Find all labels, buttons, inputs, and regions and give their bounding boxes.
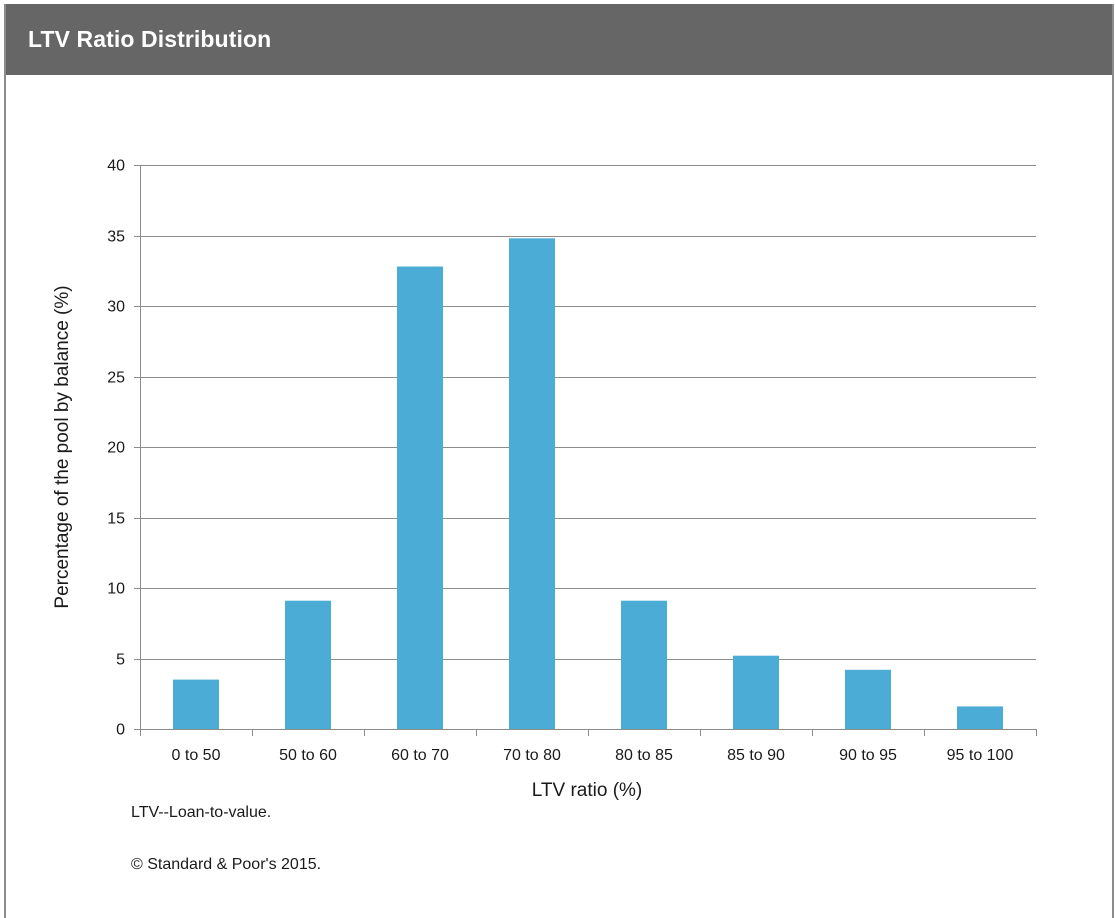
chart-panel: LTV Ratio Distribution: [4, 4, 1114, 918]
copyright-notice: © Standard & Poor's 2015.: [131, 856, 322, 873]
chart-title: LTV Ratio Distribution: [28, 26, 272, 52]
panel-header: LTV Ratio Distribution: [6, 4, 1112, 75]
footnote: LTV--Loan-to-value.: [131, 804, 272, 821]
